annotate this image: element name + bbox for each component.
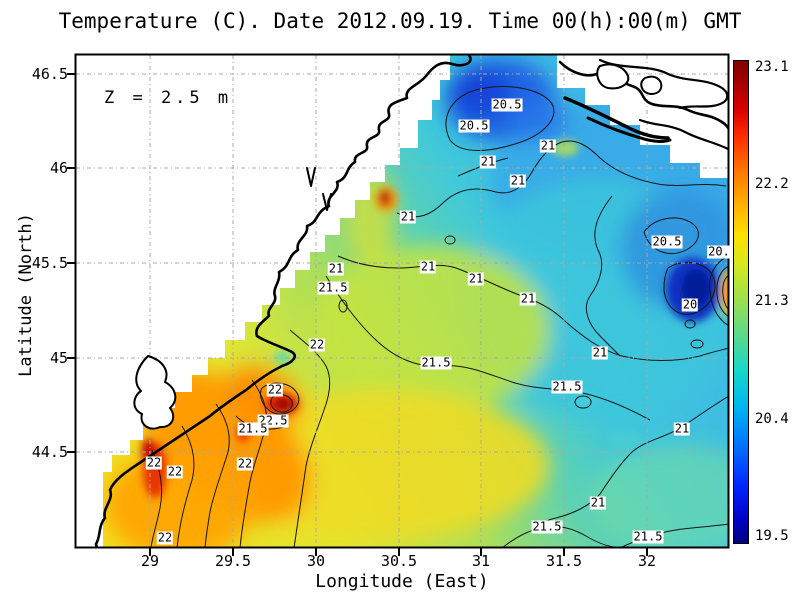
contour-label: 20.5 [458,118,490,133]
y-tick-label: 46.5 [31,65,68,83]
contour-label: 21 [539,138,557,153]
contour-label: 20.5 [651,234,683,249]
contour-label: 20.5 [491,97,523,112]
x-tick-label: 32 [637,552,657,570]
contour-label: 21.5 [237,421,269,436]
x-tick-label: 31 [471,552,491,570]
x-axis-label: Longitude (East) [315,571,489,592]
contour-label: 21 [519,291,537,306]
contour-label: 21 [467,271,485,286]
x-tick-label: 30 [306,552,326,570]
contour-label: 21.5 [632,529,664,544]
land-mass [76,55,728,547]
contour-label: 21 [399,209,417,224]
x-tick-label: 29 [140,552,160,570]
contour-label: 21 [591,345,609,360]
contour-label: 21 [673,421,691,436]
contour-label: 21 [509,173,527,188]
contour-label: 21 [419,259,437,274]
x-tick-label: 29.5 [214,552,252,570]
contour-label: 22 [145,455,163,470]
colorbar-tick-label: 22.2 [755,176,789,192]
contour-label: 22 [236,456,254,471]
contour-label: 22 [308,337,326,352]
chart-title: Temperature (C). Date 2012.09.19. Time 0… [58,9,742,33]
colorbar-tick-label: 20.4 [755,411,789,427]
colorbar-tick-label: 23.1 [755,59,789,75]
contour-label: 22 [266,382,284,397]
plot-border [74,53,730,549]
contour-label: 21.5 [317,280,349,295]
contour-label: 22 [156,530,174,545]
axis-tick-marks [67,73,648,556]
x-tick-label: 30.5 [380,552,418,570]
contour-lines [150,86,728,547]
contour-label: 21.5 [531,519,563,534]
y-tick-label: 45 [49,349,68,367]
colorbar-tick-label: 19.5 [755,528,789,544]
contour-label: 21.5 [420,355,452,370]
contour-label: 20. [707,244,731,259]
gridlines [76,55,728,547]
x-tick-label: 31.5 [545,552,583,570]
contour-label: 21.5 [551,379,583,394]
y-tick-label: 44.5 [31,443,68,461]
contour-label: 21 [479,154,497,169]
y-tick-label: 45.5 [31,254,68,272]
coastline [94,55,728,547]
contour-label: 22 [166,464,184,479]
contour-label: 21 [589,495,607,510]
colorbar-tick-label: 21.3 [755,293,789,309]
contour-label: 20 [681,297,699,312]
map-plot-area [67,53,730,556]
depth-annotation: Z = 2.5 m [104,88,233,108]
colorbar [733,60,749,544]
y-tick-label: 46 [49,159,68,177]
contour-label: 21 [327,261,345,276]
lagoon-outline [133,63,663,430]
